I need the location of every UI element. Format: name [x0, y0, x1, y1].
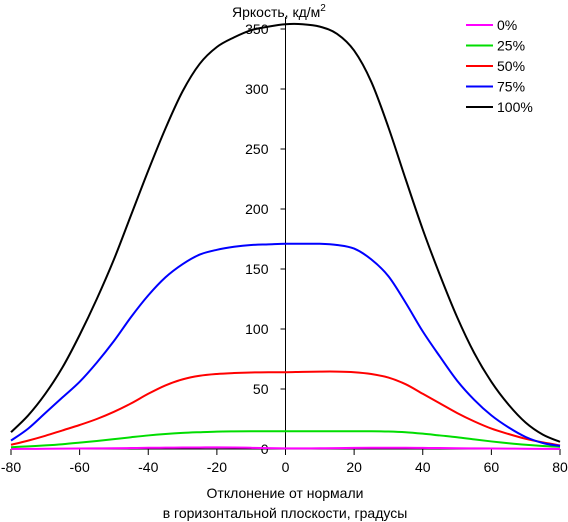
y-tick-label: 250 [245, 141, 269, 157]
x-tick-label: 40 [415, 459, 431, 475]
legend-label-4: 100% [497, 99, 533, 115]
y-tick-label: 100 [245, 321, 269, 337]
x-tick-label: 80 [552, 459, 568, 475]
series-line-3 [10, 242, 561, 447]
series-line-4 [10, 22, 561, 443]
x-axis-title-line-2: в горизонтальной плоскости, градусы [163, 505, 408, 521]
legend-label-0: 0% [497, 17, 517, 33]
legend-label-2: 50% [497, 58, 525, 74]
y-tick-label: 200 [245, 201, 269, 217]
series-line-2 [10, 370, 561, 447]
x-tick-label: -20 [207, 459, 227, 475]
series-line-0 [10, 446, 561, 450]
x-axis-title-line-1: Отклонение от нормали [207, 485, 364, 501]
axis-labels: Яркость, кд/м2 Отклонение от нормали в г… [163, 3, 408, 521]
x-tick-label: -80 [1, 459, 21, 475]
y-tick-label: 300 [245, 81, 269, 97]
y-tick-label: 150 [245, 261, 269, 277]
legend-label-3: 75% [497, 79, 525, 95]
y-tick-label: 50 [253, 381, 269, 397]
y-axis-title-text: Яркость, кд/м [232, 4, 320, 20]
y-axis-title: Яркость, кд/м2 [232, 3, 326, 20]
x-tick-label: 20 [346, 459, 362, 475]
x-tick-label: 0 [282, 459, 290, 475]
x-tick-label: -60 [70, 459, 90, 475]
series-line-1 [10, 430, 561, 449]
x-tick-label: -40 [138, 459, 158, 475]
axes: -80 -60 -40 -20 0 20 40 60 800501001502002503003… [1, 17, 568, 475]
series-layer [10, 22, 561, 450]
legend-label-1: 25% [497, 38, 525, 54]
y-axis-title-superscript: 2 [320, 3, 326, 14]
x-tick-label: 60 [484, 459, 500, 475]
legend: 0% 25% 50% 75% 100% [466, 17, 533, 115]
